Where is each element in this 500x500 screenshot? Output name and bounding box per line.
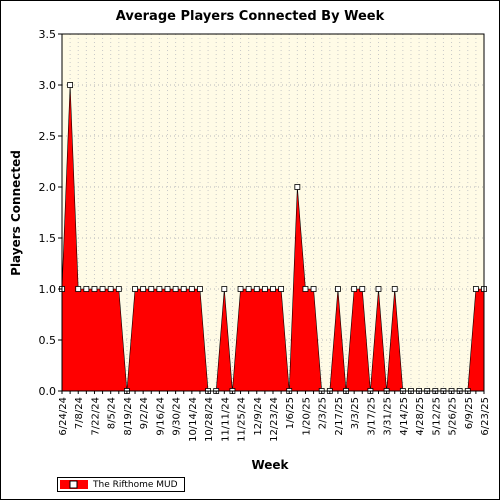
x-tick-label: 3/17/25 (366, 397, 377, 436)
x-tick-label: 4/28/25 (415, 397, 426, 436)
x-tick-label: 6/9/25 (464, 397, 475, 429)
data-point (472, 286, 479, 292)
data-point (99, 286, 106, 292)
data-point (75, 286, 82, 292)
data-point (148, 286, 155, 292)
y-tick-label: 2.0 (39, 181, 57, 194)
x-tick-label: 3/3/25 (350, 397, 361, 429)
x-tick-label: 5/12/25 (431, 397, 442, 436)
x-tick-label: 11/25/24 (237, 397, 248, 442)
chart-title: Average Players Connected By Week (115, 9, 385, 24)
x-tick-label: 8/19/24 (123, 397, 134, 436)
data-point (140, 286, 147, 292)
data-point (359, 286, 366, 292)
data-point (83, 286, 90, 292)
x-axis-label: Week (251, 458, 289, 472)
x-tick-label: 1/20/25 (301, 397, 312, 436)
data-point (237, 286, 244, 292)
data-point (67, 82, 74, 88)
data-point (302, 286, 309, 292)
data-point (221, 286, 228, 292)
x-tick-label: 12/23/24 (269, 397, 280, 442)
y-tick-label: 3.5 (39, 28, 57, 41)
data-point (180, 286, 187, 292)
x-tick-label: 9/16/24 (155, 397, 166, 436)
axes (58, 33, 485, 394)
x-tick-label: 6/23/25 (480, 397, 491, 436)
x-tick-label: 9/30/24 (172, 397, 183, 436)
x-tick-label: 12/9/24 (253, 397, 264, 436)
data-point (172, 286, 179, 292)
data-point (115, 286, 122, 292)
y-axis-label: Players Connected (9, 150, 23, 276)
data-point (164, 286, 171, 292)
data-point (391, 286, 398, 292)
data-point (310, 286, 317, 292)
data-point (375, 286, 382, 292)
data-point (156, 286, 163, 292)
data-point (253, 286, 260, 292)
data-point (278, 286, 285, 292)
x-tick-labels: 6/24/24 7/8/24 7/22/24 8/5/24 8/19/24 9/2/24 9… (58, 397, 491, 442)
data-point (188, 286, 195, 292)
data-point (132, 286, 138, 292)
x-tick-label: 9/2/24 (139, 397, 150, 429)
x-tick-label: 7/22/24 (90, 397, 101, 436)
legend-series-name: The Rifthome MUD (93, 479, 178, 490)
x-tick-label: 5/26/25 (448, 397, 459, 436)
x-tick-label: 4/14/25 (399, 397, 410, 436)
legend-swatch (60, 480, 88, 489)
data-point (91, 286, 98, 292)
y-tick-labels: 0.0 0.5 1.0 1.5 2.0 2.5 3.0 3.5 (39, 28, 57, 398)
x-tick-label: 6/24/24 (58, 397, 69, 436)
x-tick-label: 1/6/25 (285, 397, 296, 429)
data-point (351, 286, 358, 292)
x-tick-label: 8/5/24 (107, 397, 118, 429)
y-tick-label: 1.5 (39, 232, 57, 245)
x-tick-label: 7/8/24 (74, 397, 85, 429)
y-tick-label: 1.0 (39, 283, 57, 296)
x-tick-label: 2/3/25 (318, 397, 329, 429)
y-tick-label: 0.5 (39, 334, 57, 347)
data-point (261, 286, 268, 292)
x-tick-label: 11/11/24 (220, 397, 231, 442)
x-tick-label: 3/31/25 (383, 397, 394, 436)
data-point (270, 286, 276, 292)
data-point (245, 286, 252, 292)
y-tick-label: 0.0 (39, 385, 57, 398)
x-tick-label: 10/28/24 (204, 397, 215, 442)
y-tick-label: 3.0 (39, 79, 57, 92)
data-point (294, 184, 301, 190)
y-tick-label: 2.5 (39, 130, 57, 143)
data-point (335, 286, 341, 292)
legend: The Rifthome MUD (57, 477, 185, 492)
x-tick-label: 2/17/25 (334, 397, 345, 436)
data-point (197, 286, 203, 292)
data-point (107, 286, 114, 292)
x-tick-label: 10/14/24 (188, 397, 199, 442)
